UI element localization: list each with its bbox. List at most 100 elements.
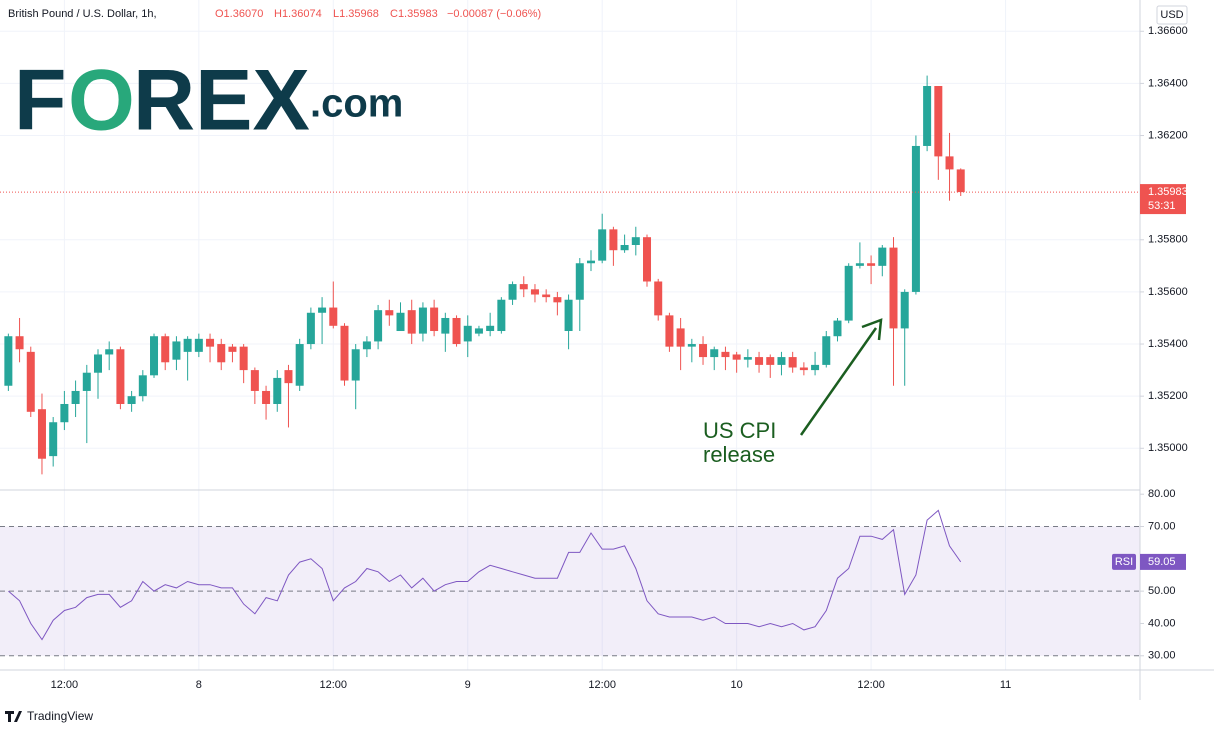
candle-body: [654, 281, 663, 316]
candle-body: [172, 341, 181, 360]
candle-body: [463, 325, 472, 342]
logo: F O REX .com: [14, 53, 403, 149]
annotation-text: US CPI: [703, 418, 776, 443]
rsi-value-tag: [1140, 553, 1186, 570]
candle-body: [609, 229, 618, 251]
ohlc-high: H1.36074: [274, 8, 322, 20]
candle-body: [699, 344, 708, 358]
rsi-line: [8, 509, 962, 641]
candle-body: [340, 325, 349, 381]
candle-body: [620, 245, 629, 251]
candle-body: [329, 307, 338, 326]
candle-body: [60, 403, 69, 423]
candle-body: [362, 341, 371, 350]
candle-body: [82, 372, 91, 391]
y-tick-label: 1.36600: [1148, 25, 1188, 37]
last-price-label: 1.35983: [1148, 186, 1188, 198]
candle-body: [911, 145, 920, 292]
logo-rex: REX: [133, 53, 310, 149]
grid: [0, 0, 1140, 670]
candle-body: [441, 317, 450, 334]
candle-body: [262, 390, 271, 404]
candle-body: [228, 346, 237, 352]
candle-body: [150, 336, 159, 376]
x-tick-label: 11: [1000, 679, 1011, 691]
candle-body: [755, 357, 764, 365]
candle-body: [418, 307, 427, 334]
candle-body: [318, 307, 327, 313]
candle-body: [217, 344, 226, 363]
plot: 12:00 8 12:00 9 12:00 10 12:00 11 1.36600 1.36400…: [0, 25, 1188, 691]
y-tick-label: 1.35200: [1148, 390, 1188, 402]
x-tick-label: 12:00: [588, 679, 616, 691]
candle-body: [575, 263, 584, 300]
candle-body: [138, 375, 147, 397]
logo-com: .com: [310, 82, 403, 126]
candle-body: [732, 354, 741, 360]
ohlc-low: L1.35968: [333, 8, 379, 20]
candle-body: [788, 357, 797, 368]
candle-body: [553, 297, 562, 303]
candle-body: [631, 237, 640, 245]
candle-body: [833, 320, 842, 337]
candle-body: [934, 86, 943, 157]
rsi-value-label: 59.05: [1148, 556, 1176, 568]
x-tick-label: 10: [731, 679, 743, 691]
y-tick-label: 1.35400: [1148, 338, 1188, 350]
candle-body: [407, 310, 416, 334]
y-tick-label: 70.00: [1148, 520, 1176, 532]
candle-body: [889, 247, 898, 329]
candle-body: [844, 265, 853, 321]
candle-body: [542, 294, 551, 298]
x-tick-label: 12:00: [857, 679, 885, 691]
candle-body: [497, 299, 506, 332]
candle-body: [878, 247, 887, 266]
candle-body: [284, 370, 293, 384]
candle-body: [105, 349, 114, 355]
candle-body: [430, 307, 439, 332]
candle-body: [676, 328, 685, 347]
footer-text: TradingView: [27, 709, 93, 723]
x-tick-label: 12:00: [51, 679, 79, 691]
candle-body: [295, 344, 304, 386]
y-tick-label: 1.35800: [1148, 234, 1188, 246]
y-tick-label: 1.36200: [1148, 129, 1188, 141]
y-tick-label: 30.00: [1148, 650, 1176, 662]
candle-body: [239, 346, 248, 371]
candle-body: [822, 336, 831, 365]
candle-body: [385, 310, 394, 316]
candle-body: [306, 312, 315, 345]
candle-body: [374, 310, 383, 342]
candle-body: [486, 325, 495, 332]
candle-body: [396, 312, 405, 332]
candle-body: [530, 289, 539, 295]
candle-body: [26, 351, 35, 412]
last-price-tag: [1140, 184, 1186, 215]
header: British Pound / U.S. Dollar, 1h, O1.3607…: [8, 8, 541, 20]
candle-body: [799, 367, 808, 371]
candle-body: [743, 357, 752, 360]
y-tick-label: 50.00: [1148, 585, 1176, 597]
candle-body: [183, 338, 192, 352]
rsi-name: RSI: [1115, 556, 1133, 568]
currency-box[interactable]: [1156, 5, 1188, 25]
currency[interactable]: USD: [1160, 9, 1183, 21]
candle-body: [206, 338, 215, 347]
candle-body: [474, 328, 483, 334]
candle-body: [811, 364, 820, 371]
annotation-arrowhead: [861, 318, 883, 341]
y-tick-label: 40.00: [1148, 617, 1176, 629]
candle-body: [665, 315, 674, 347]
candle-body: [49, 422, 58, 457]
logo-f: F: [14, 53, 67, 149]
candle-body: [4, 336, 13, 386]
ohlc-open: O1.36070: [215, 8, 263, 20]
countdown: 53:31: [1148, 200, 1176, 212]
x-tick-label: 8: [196, 679, 202, 691]
candle-body: [93, 354, 102, 373]
candle-body: [766, 357, 775, 365]
candle-body: [900, 291, 909, 329]
candle-body: [721, 351, 730, 358]
candle-body: [586, 260, 595, 264]
